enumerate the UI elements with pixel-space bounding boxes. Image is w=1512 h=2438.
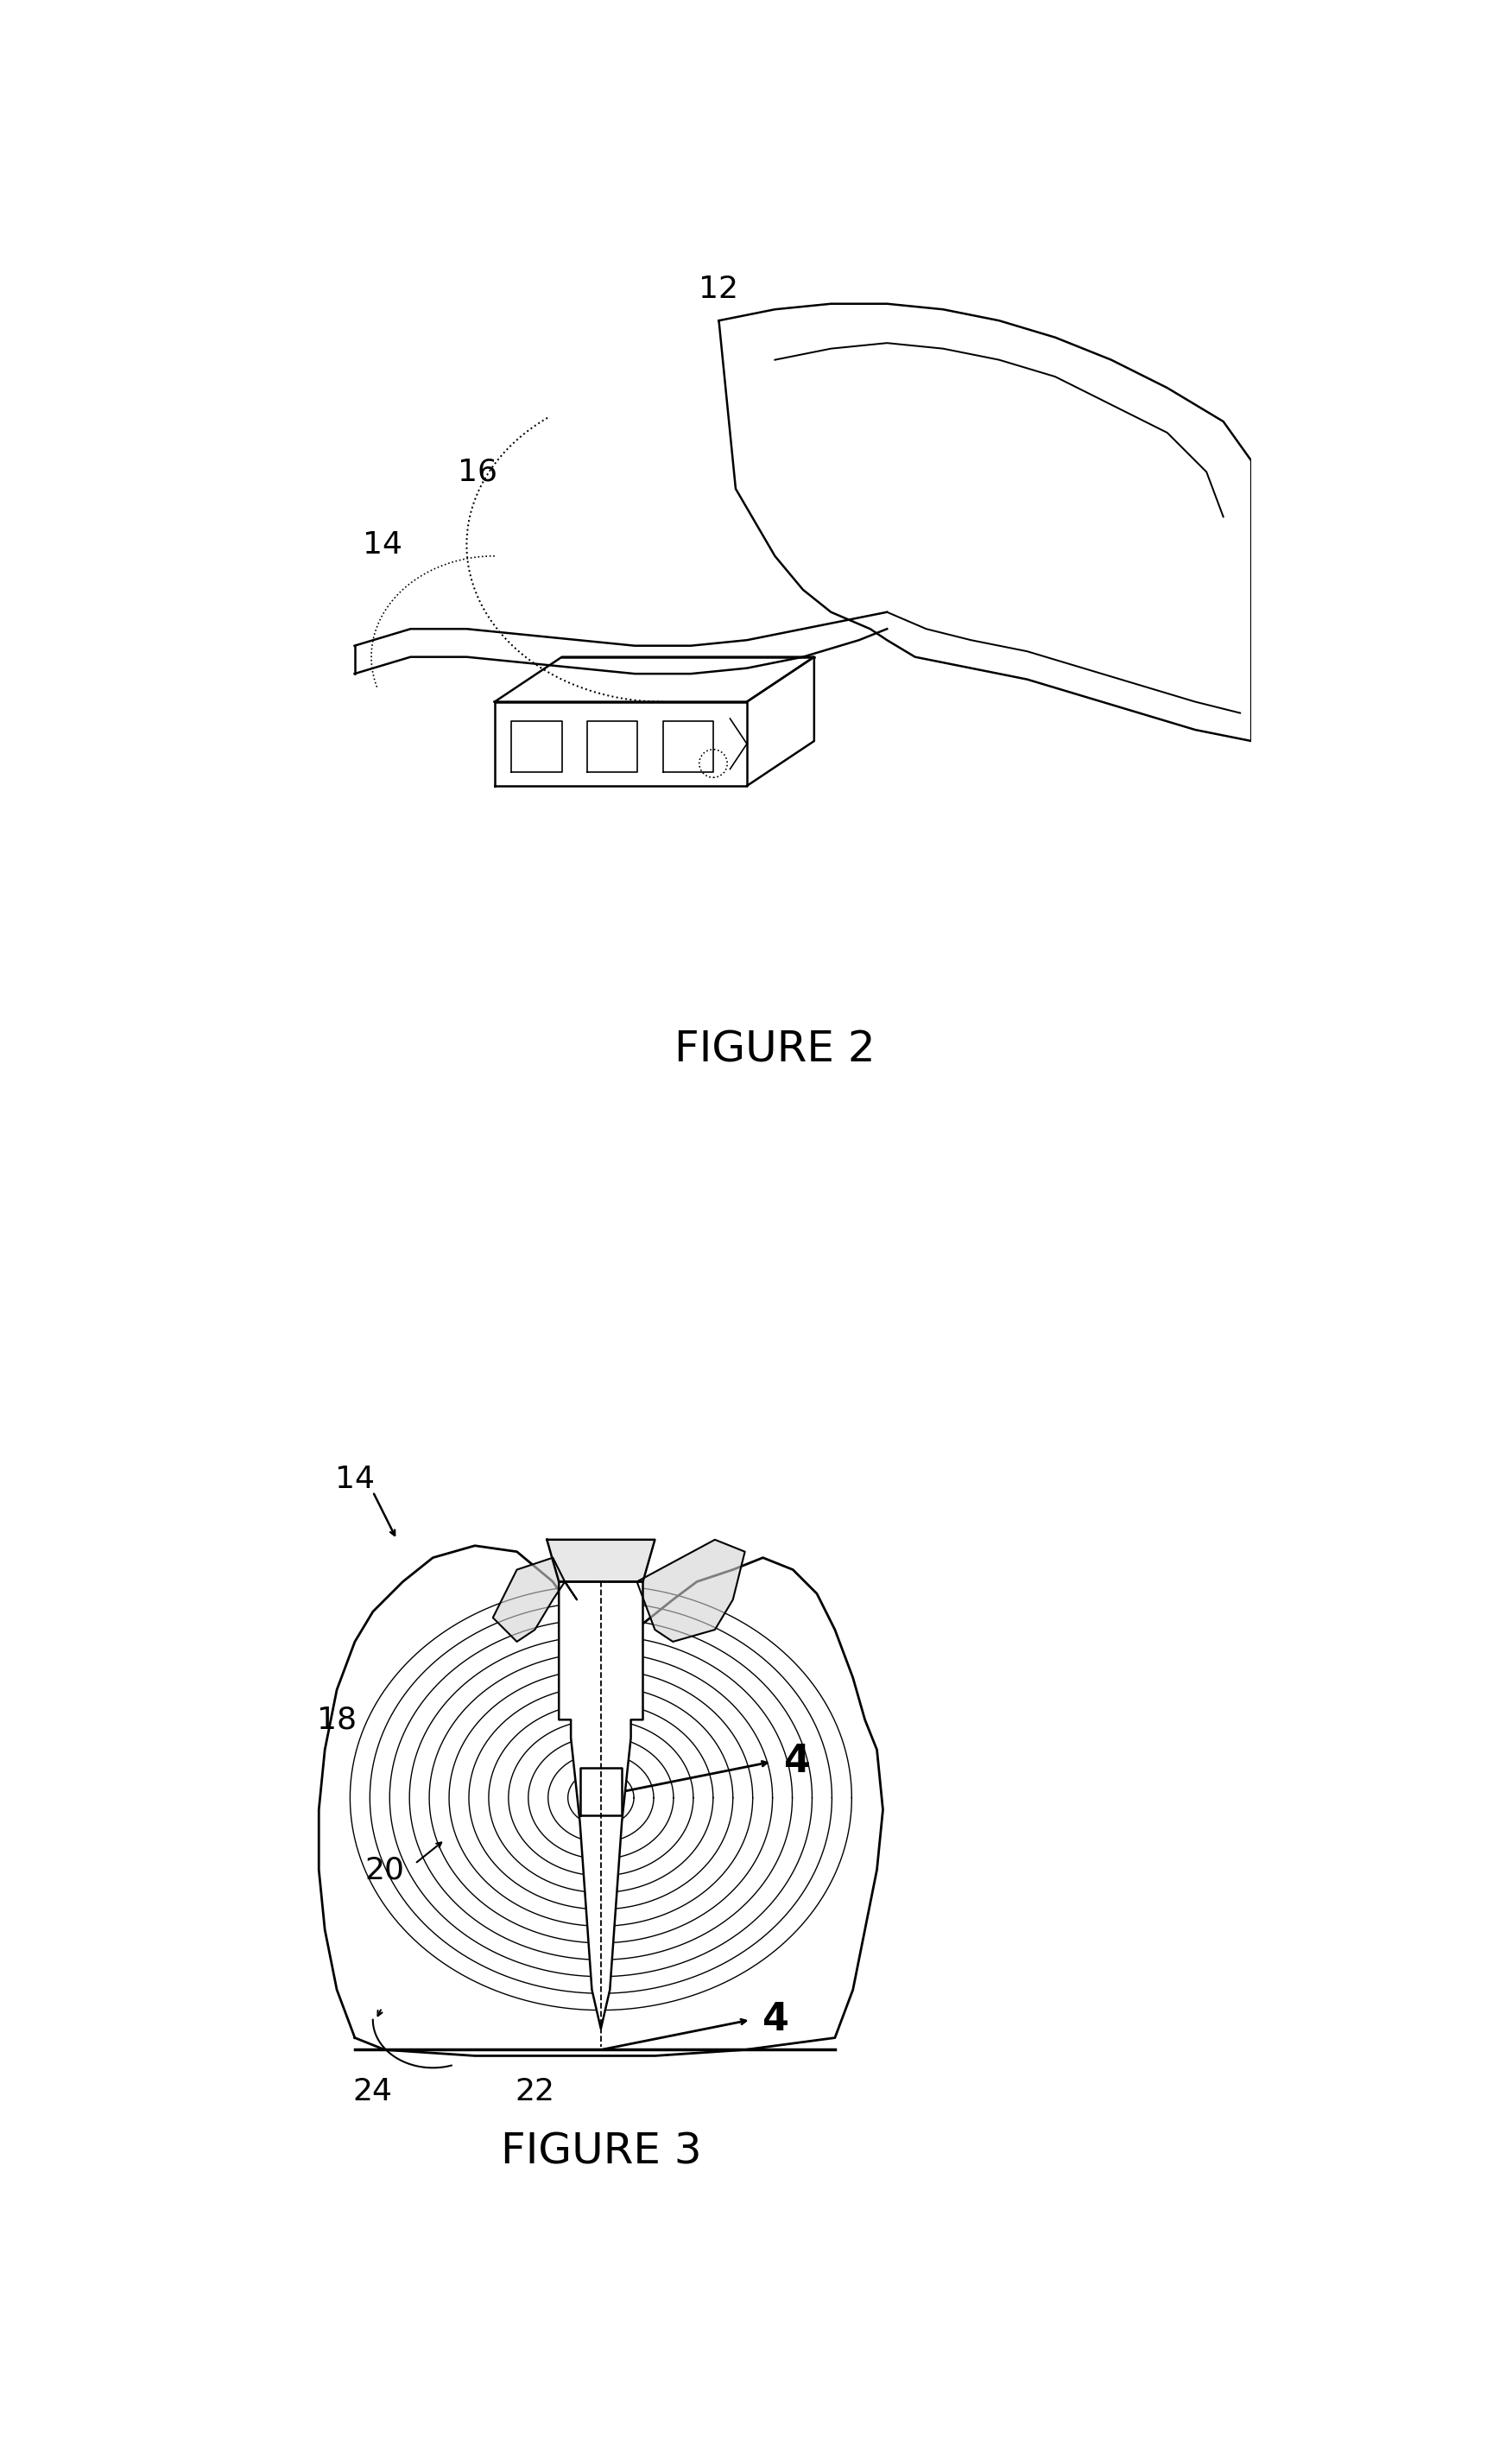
Text: 22: 22 xyxy=(516,2077,555,2106)
Text: 20: 20 xyxy=(364,1855,405,1885)
Polygon shape xyxy=(493,1558,578,1641)
Text: FIGURE 2: FIGURE 2 xyxy=(674,1029,875,1070)
Polygon shape xyxy=(559,1582,643,2028)
Polygon shape xyxy=(581,1768,621,1816)
Text: 14: 14 xyxy=(336,1465,375,1494)
Polygon shape xyxy=(637,1541,745,1641)
Text: 14: 14 xyxy=(363,529,402,558)
Text: 4: 4 xyxy=(764,2002,789,2038)
Polygon shape xyxy=(547,1541,655,1582)
Text: 4: 4 xyxy=(783,1743,810,1780)
Text: 18: 18 xyxy=(318,1704,357,1733)
Text: 16: 16 xyxy=(458,458,497,488)
Text: 12: 12 xyxy=(699,275,739,305)
Text: 24: 24 xyxy=(352,2077,393,2106)
Text: FIGURE 3: FIGURE 3 xyxy=(500,2131,702,2172)
